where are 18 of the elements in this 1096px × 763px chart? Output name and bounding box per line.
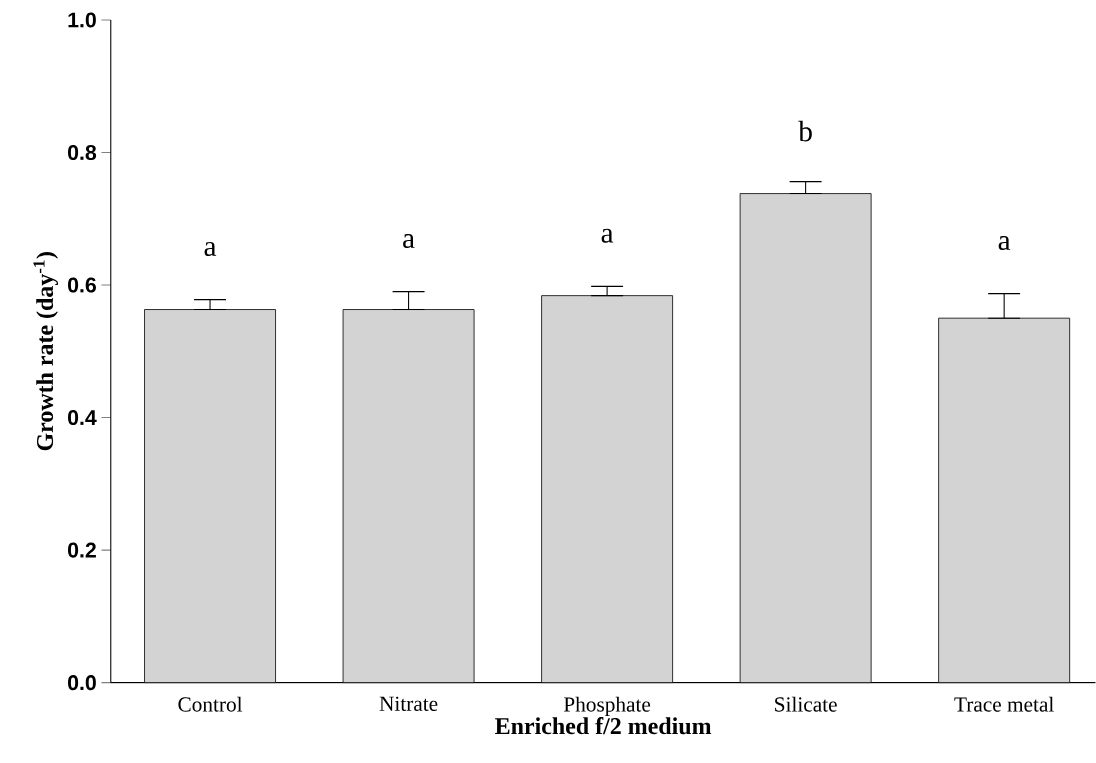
annotation: b [798,120,812,142]
annotation: a [204,241,217,256]
y-tick-label: 0.6 [68,277,96,293]
annotation: a [998,235,1011,250]
y-tick-label: 0.2 [68,542,96,558]
x-tick-label: Nitrate [379,696,438,711]
annotation: a [403,233,415,248]
x-axis-title: Enriched f/2 medium [495,716,712,735]
y-tick-label: 0.4 [68,409,97,425]
x-tick-label: Control [178,696,243,712]
y-tick-label: 0.8 [68,144,97,160]
y-tick-label: 1.0 [68,12,96,28]
annotation: a [601,228,614,243]
y-axis-title: Growth rate (day$^{-1}$) [33,251,59,451]
x-tick-label: Trace metal [954,696,1054,712]
x-tick-label: Phosphate [563,696,651,716]
x-tick-label: Silicate [775,696,837,712]
y-tick-label: 0.0 [68,674,96,690]
